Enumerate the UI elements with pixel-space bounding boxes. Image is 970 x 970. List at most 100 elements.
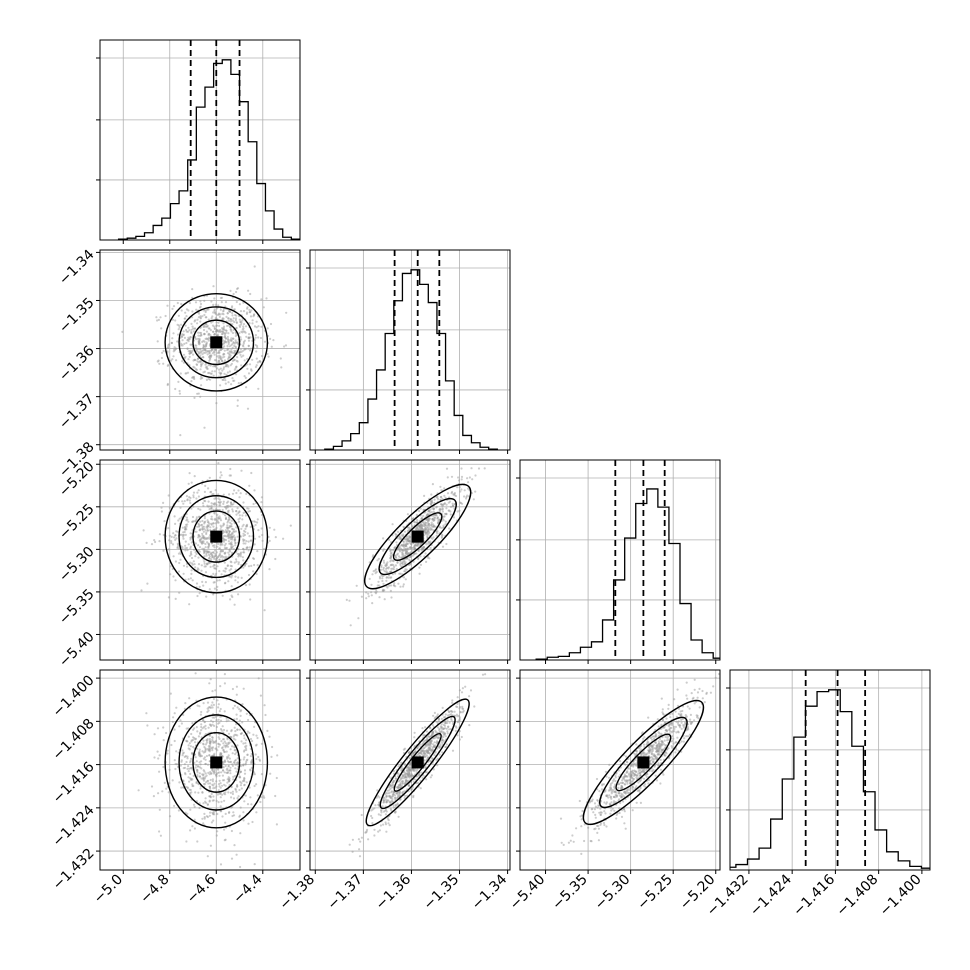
scatter-point — [256, 361, 259, 364]
scatter-point — [230, 339, 233, 343]
scatter-point — [242, 511, 245, 514]
scatter-point — [421, 727, 424, 730]
scatter-point — [223, 552, 226, 555]
scatter-point — [234, 319, 237, 322]
scatter-point — [452, 516, 456, 519]
scatter-point — [273, 528, 276, 531]
scatter-point — [214, 773, 218, 776]
y-tick-label: −5.35 — [56, 586, 98, 628]
scatter-point — [422, 747, 425, 750]
scatter-point — [171, 779, 174, 782]
scatter-point — [187, 765, 190, 768]
scatter-point — [208, 814, 211, 817]
scatter-point — [456, 696, 459, 699]
scatter-point — [418, 524, 421, 527]
scatter-point — [166, 749, 169, 752]
scatter-point — [676, 688, 679, 691]
scatter-point — [233, 761, 236, 765]
scatter-point — [603, 810, 606, 813]
scatter-point — [389, 784, 392, 787]
scatter-point — [167, 596, 170, 599]
scatter-point — [231, 687, 234, 691]
scatter-point — [628, 788, 631, 792]
scatter-point — [220, 372, 223, 375]
scatter-point — [251, 319, 254, 322]
scatter-point — [242, 323, 246, 326]
scatter-point — [408, 776, 411, 779]
scatter-point — [237, 520, 241, 523]
scatter-point — [146, 724, 149, 727]
scatter-point — [207, 782, 210, 785]
scatter-point — [246, 306, 249, 309]
scatter-point — [225, 365, 228, 368]
scatter-point — [423, 555, 426, 558]
scatter-point — [208, 355, 211, 358]
scatter-point — [429, 526, 432, 529]
scatter-point — [239, 348, 242, 351]
scatter-point — [443, 733, 446, 736]
scatter-point — [388, 584, 391, 587]
scatter-point — [365, 597, 368, 600]
scatter-point — [453, 493, 456, 496]
scatter-point — [423, 531, 426, 534]
scatter-point — [391, 563, 394, 566]
scatter-point — [439, 485, 442, 488]
scatter-point — [227, 332, 230, 335]
panel-frame — [519, 459, 721, 661]
scatter-point — [426, 751, 429, 755]
scatter-point — [243, 777, 246, 780]
scatter-point — [182, 564, 186, 567]
scatter-point — [175, 706, 178, 709]
scatter-point — [240, 782, 243, 785]
scatter-point — [162, 739, 165, 742]
scatter-point — [208, 706, 211, 709]
scatter-point — [217, 706, 220, 709]
scatter-point — [215, 551, 218, 554]
scatter-point — [412, 794, 415, 797]
scatter-point — [196, 337, 200, 340]
scatter-point — [623, 810, 626, 813]
scatter-point — [177, 570, 181, 573]
scatter-point — [168, 768, 171, 771]
scatter-point — [235, 359, 238, 362]
scatter-point — [169, 573, 172, 576]
scatter-point — [200, 723, 203, 726]
scatter-point — [160, 327, 163, 330]
scatter-point — [405, 550, 408, 553]
scatter-point — [626, 788, 629, 791]
scatter-point — [193, 563, 196, 566]
scatter-point — [244, 584, 248, 587]
scatter-point — [247, 573, 251, 577]
scatter-point — [257, 677, 260, 680]
scatter-point — [207, 745, 210, 748]
scatter-point — [419, 555, 422, 558]
x-tick-label: −1.36 — [373, 871, 415, 913]
scatter-point — [196, 318, 199, 321]
scatter-point — [208, 786, 211, 789]
scatter-point — [382, 810, 385, 813]
scatter-point — [360, 813, 363, 817]
scatter-point — [145, 541, 148, 545]
scatter-point — [460, 475, 464, 478]
scatter-point — [182, 537, 185, 540]
scatter-point — [199, 375, 203, 378]
scatter-point — [190, 328, 193, 331]
scatter-point — [426, 518, 429, 521]
scatter-point — [206, 524, 209, 527]
scatter-point — [182, 361, 185, 364]
scatter-point — [399, 783, 402, 786]
scatter-point — [203, 562, 206, 565]
scatter-point — [663, 739, 666, 742]
scatter-point — [208, 737, 211, 741]
x-tick-label: −5.0 — [91, 872, 126, 907]
scatter-point — [677, 712, 680, 716]
scatter-point — [231, 343, 234, 346]
x-tick-label: −1.34 — [469, 871, 511, 913]
scatter-point — [390, 790, 393, 793]
scatter-point — [205, 552, 208, 556]
scatter-point — [192, 505, 195, 508]
scatter-point — [243, 737, 246, 740]
scatter-point — [211, 768, 214, 771]
scatter-point — [443, 512, 447, 515]
scatter-point — [224, 329, 228, 332]
